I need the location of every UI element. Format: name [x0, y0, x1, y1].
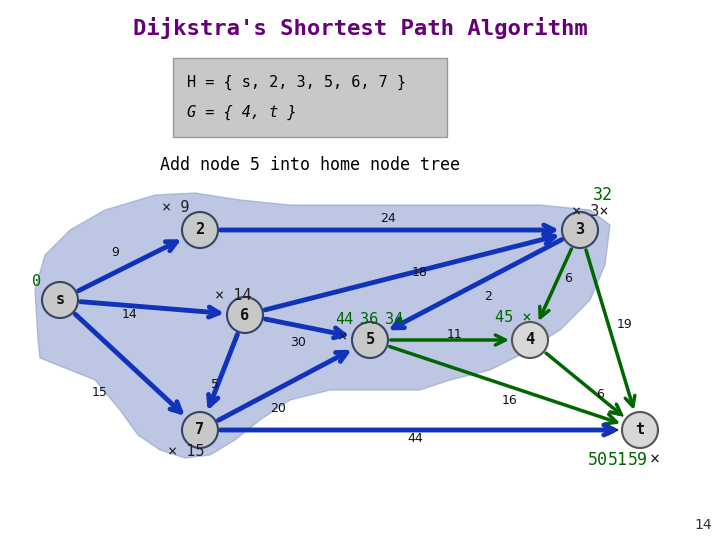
Text: ×: × — [650, 451, 660, 469]
Text: 34: 34 — [385, 313, 403, 327]
Circle shape — [227, 297, 263, 333]
Circle shape — [42, 282, 78, 318]
Text: 6: 6 — [564, 272, 572, 285]
Text: 6: 6 — [596, 388, 604, 402]
Text: 18: 18 — [412, 266, 428, 279]
Text: 30: 30 — [290, 335, 306, 348]
Text: 11: 11 — [447, 328, 463, 341]
Text: 2: 2 — [484, 289, 492, 302]
Text: 5: 5 — [211, 379, 219, 392]
Text: 19: 19 — [617, 319, 633, 332]
Text: H = { s, 2, 3, 5, 6, 7 }: H = { s, 2, 3, 5, 6, 7 } — [187, 75, 406, 90]
Text: s: s — [55, 293, 65, 307]
Text: 45 ×: 45 × — [495, 310, 531, 326]
Text: t: t — [636, 422, 644, 437]
Text: 5: 5 — [366, 333, 374, 348]
Text: 0: 0 — [32, 274, 41, 289]
Text: 59: 59 — [628, 451, 648, 469]
Text: 7: 7 — [195, 422, 204, 437]
Text: 14: 14 — [694, 518, 712, 532]
Text: 36: 36 — [360, 313, 378, 327]
Text: Add node 5 into home node tree: Add node 5 into home node tree — [160, 156, 460, 174]
Circle shape — [182, 412, 218, 448]
Text: 44: 44 — [335, 313, 354, 327]
Text: × 15: × 15 — [168, 444, 204, 460]
Text: 16: 16 — [502, 394, 518, 407]
Text: × 3×: × 3× — [572, 205, 608, 219]
Circle shape — [512, 322, 548, 358]
Text: Dijkstra's Shortest Path Algorithm: Dijkstra's Shortest Path Algorithm — [132, 17, 588, 39]
Circle shape — [562, 212, 598, 248]
Text: 6: 6 — [240, 307, 250, 322]
Text: × 14: × 14 — [215, 288, 251, 303]
Text: 15: 15 — [92, 387, 108, 400]
Text: 32: 32 — [593, 186, 613, 204]
Text: 4: 4 — [526, 333, 534, 348]
FancyBboxPatch shape — [173, 58, 447, 137]
Circle shape — [622, 412, 658, 448]
Circle shape — [182, 212, 218, 248]
Text: 20: 20 — [270, 402, 286, 415]
Text: 44: 44 — [407, 431, 423, 444]
Text: 24: 24 — [380, 212, 396, 225]
Text: 50: 50 — [588, 451, 608, 469]
Text: 9: 9 — [111, 246, 119, 260]
Polygon shape — [35, 193, 610, 458]
Text: 3: 3 — [575, 222, 585, 238]
Text: 2: 2 — [195, 222, 204, 238]
Text: × 9: × 9 — [162, 200, 189, 215]
Text: 14: 14 — [122, 308, 138, 321]
Text: G = { 4, t }: G = { 4, t } — [187, 104, 297, 119]
Text: ×: × — [338, 329, 347, 345]
Text: 51: 51 — [608, 451, 628, 469]
Circle shape — [352, 322, 388, 358]
